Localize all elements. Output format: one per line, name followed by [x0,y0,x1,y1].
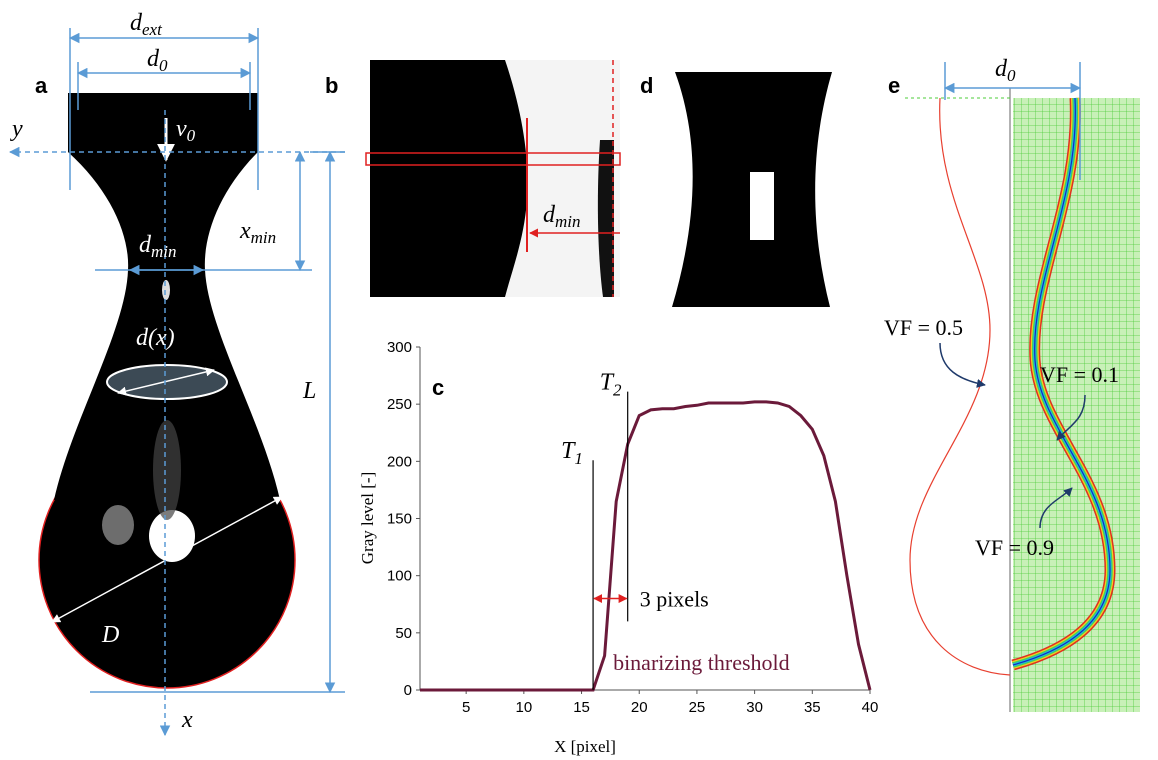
y-tick-label: 200 [387,453,412,470]
x-tick-label: 10 [516,699,533,716]
chart-c: X [pixel] Gray level [-] 0 50 100 150 200 250… [358,339,878,756]
label: L [302,378,316,404]
panel-label: b [325,73,338,98]
label-sub: 0 [159,56,168,75]
y-tick-label: 100 [387,568,412,585]
x-tick-label: 30 [746,699,763,716]
x-axis-title: X [pixel] [554,737,616,756]
label-text: x [239,218,251,244]
reflection [153,420,181,520]
annotation: 3 pixels [640,587,709,612]
label: xmin [239,218,276,247]
vf-label: VF = 0.1 [1040,362,1119,387]
x-tick-label: 15 [573,699,590,716]
y-axis-title: Gray level [-] [358,472,377,565]
label: y [10,116,23,142]
label-sub: ext [142,20,163,39]
label-sub: min [251,228,277,247]
reflection [149,510,195,562]
x-tick-label: 35 [804,699,821,716]
y-tick-label: 250 [387,396,412,413]
y-tick-label: 300 [387,339,412,356]
x-tick-label: 5 [462,699,470,716]
panel-a: dext d0 v0 y dmin xmin d(x) L D x [10,10,345,735]
panel-label: e [888,73,900,98]
label-sub: min [555,212,581,231]
y-tick-label: 50 [395,625,412,642]
droplet-edge [370,60,528,297]
vf-label: VF = 0.9 [975,535,1054,560]
threshold-label: T2 [600,370,622,400]
label: x [181,707,193,733]
reflection [102,505,134,545]
x-tick-label: 40 [862,699,879,716]
reflection [162,280,170,300]
threshold-sub: 1 [574,449,583,468]
panel-label: d [640,73,653,98]
label-sub: 0 [1007,66,1016,85]
label-text: v [176,116,187,142]
vf-label: VF = 0.5 [884,315,963,340]
threshold-sub: 2 [613,381,622,400]
x-tick-label: 20 [631,699,648,716]
label-sub: 0 [187,126,196,145]
gray-level-line [420,402,870,690]
binarized-hole [750,172,774,240]
threshold-label: T1 [561,438,583,468]
label: D [101,622,119,648]
x-tick-label: 25 [689,699,706,716]
panel-e: d0 VF = 0.5 VF = 0.1 VF = 0.9 [884,56,1140,712]
annotation: binarizing threshold [613,650,790,675]
label: dext [130,10,163,39]
figure: a b c d e dext d0 v0 y dmin xmin d(x) L … [0,0,1158,760]
panel-b: dmin [366,60,620,297]
label: d0 [147,46,168,75]
callout-arrow [940,343,985,385]
y-tick-label: 150 [387,511,412,528]
interface-vf-0.5 [910,98,1010,675]
mesh [1013,98,1140,712]
y-tick-label: 0 [404,682,412,699]
label-sub: min [151,242,177,261]
label: d(x) [136,325,175,351]
label: d0 [995,56,1016,85]
panel-d [672,72,832,307]
panel-label: a [35,73,48,98]
page: a b c d e dext d0 v0 y dmin xmin d(x) L … [0,0,1158,760]
panel-label: c [432,375,444,400]
